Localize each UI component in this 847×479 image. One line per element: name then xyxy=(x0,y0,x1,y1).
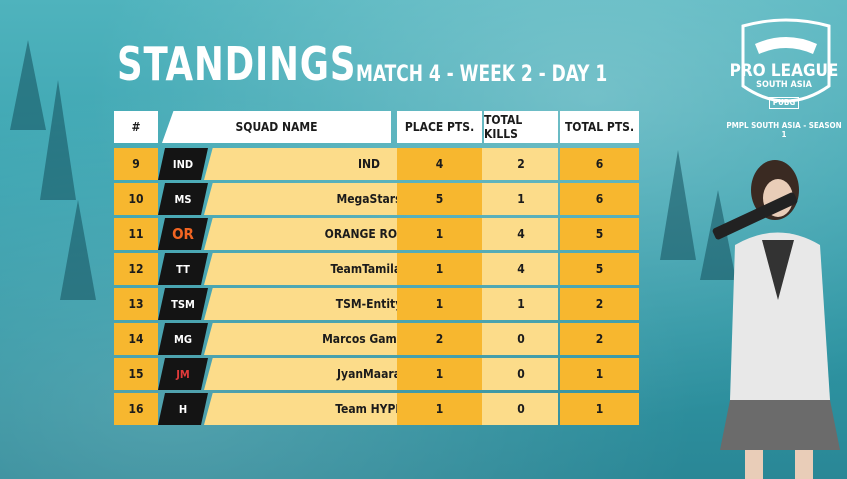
total-kills-cell: 1 xyxy=(484,183,558,215)
table-row: 12 TeamTamilas TT 1 4 5 xyxy=(114,253,639,285)
rank-cell: 11 xyxy=(114,218,158,250)
character-illustration xyxy=(712,160,840,479)
table-row: 13 TSM-Entity TSM 1 1 2 xyxy=(114,288,639,320)
squad-name: IND xyxy=(357,157,380,171)
place-points-cell: 5 xyxy=(397,183,482,215)
squad-name: TeamTamilas xyxy=(330,262,408,276)
table-header: # SQUAD NAME PLACE PTS. TOTAL KILLS TOTA… xyxy=(114,111,639,143)
total-points-cell: 1 xyxy=(560,358,639,390)
team-logo-text: H xyxy=(178,402,188,416)
place-points-cell: 1 xyxy=(397,358,482,390)
place-points-cell: 1 xyxy=(397,218,482,250)
place-points-cell: 1 xyxy=(397,288,482,320)
team-logo: H xyxy=(158,393,208,425)
place-points-cell: 4 xyxy=(397,148,482,180)
table-row: 16 Team HYPE H 1 0 1 xyxy=(114,393,639,425)
column-header-total: TOTAL PTS. xyxy=(560,111,639,143)
team-logo: OR xyxy=(158,218,208,250)
place-points-cell: 1 xyxy=(397,253,482,285)
page-subtitle: MATCH 4 - WEEK 2 - DAY 1 xyxy=(356,62,608,87)
team-logo-text: JM xyxy=(176,367,190,381)
total-kills-cell: 2 xyxy=(484,148,558,180)
column-header-rank: # xyxy=(114,111,158,143)
rank-cell: 14 xyxy=(114,323,158,355)
rank-cell: 16 xyxy=(114,393,158,425)
total-kills-cell: 0 xyxy=(484,358,558,390)
column-header-kills: TOTAL KILLS xyxy=(484,111,558,143)
total-kills-cell: 0 xyxy=(484,323,558,355)
standings-table: # SQUAD NAME PLACE PTS. TOTAL KILLS TOTA… xyxy=(114,111,639,428)
team-logo-text: TSM xyxy=(171,297,195,311)
league-branding: PRO LEAGUE SOUTH ASIA PUBG xyxy=(724,62,844,109)
squad-name: Team HYPE xyxy=(335,402,403,416)
squad-name: MegaStars xyxy=(336,192,402,206)
tree-decoration xyxy=(60,200,96,300)
table-row: 14 Marcos Gaming MG 2 0 2 xyxy=(114,323,639,355)
tree-decoration xyxy=(40,80,76,200)
total-points-cell: 5 xyxy=(560,253,639,285)
column-header-place: PLACE PTS. xyxy=(397,111,482,143)
league-region-text: SOUTH ASIA xyxy=(756,80,812,90)
total-points-cell: 2 xyxy=(560,288,639,320)
total-points-cell: 1 xyxy=(560,393,639,425)
squad-name: JyanMaara xyxy=(337,367,401,381)
league-season-text: PMPL SOUTH ASIA - SEASON 1 xyxy=(726,121,842,139)
team-logo: MG xyxy=(158,323,208,355)
column-header-squad: SQUAD NAME xyxy=(162,111,391,143)
team-logo-text: TT xyxy=(176,262,190,276)
page-title: STANDINGS xyxy=(117,37,357,91)
squad-name: ORANGE ROCK xyxy=(324,227,414,241)
place-points-cell: 1 xyxy=(397,393,482,425)
pro-league-shield-icon xyxy=(741,18,831,103)
team-logo: IND xyxy=(158,148,208,180)
rank-cell: 10 xyxy=(114,183,158,215)
total-kills-cell: 4 xyxy=(484,218,558,250)
table-row: 15 JyanMaara JM 1 0 1 xyxy=(114,358,639,390)
tree-decoration xyxy=(660,150,696,260)
rank-cell: 9 xyxy=(114,148,158,180)
total-kills-cell: 0 xyxy=(484,393,558,425)
table-row: 11 ORANGE ROCK OR 1 4 5 xyxy=(114,218,639,250)
table-row: 9 IND IND 4 2 6 xyxy=(114,148,639,180)
table-row: 10 MegaStars MS 5 1 6 xyxy=(114,183,639,215)
total-kills-cell: 1 xyxy=(484,288,558,320)
total-points-cell: 2 xyxy=(560,323,639,355)
team-logo-text: IND xyxy=(172,157,194,171)
squad-name: TSM-Entity xyxy=(335,297,403,311)
rank-cell: 13 xyxy=(114,288,158,320)
team-logo: TT xyxy=(158,253,208,285)
team-logo: MS xyxy=(158,183,208,215)
league-badge: PUBG xyxy=(768,97,800,109)
team-logo: TSM xyxy=(158,288,208,320)
place-points-cell: 2 xyxy=(397,323,482,355)
league-main-text: PRO LEAGUE xyxy=(729,61,839,81)
total-points-cell: 6 xyxy=(560,183,639,215)
team-logo-text: OR xyxy=(172,225,194,243)
team-logo-text: MG xyxy=(174,332,192,346)
team-logo-text: MS xyxy=(174,192,192,206)
rank-cell: 15 xyxy=(114,358,158,390)
total-kills-cell: 4 xyxy=(484,253,558,285)
total-points-cell: 5 xyxy=(560,218,639,250)
squad-name: Marcos Gaming xyxy=(322,332,416,346)
team-logo: JM xyxy=(158,358,208,390)
rank-cell: 12 xyxy=(114,253,158,285)
total-points-cell: 6 xyxy=(560,148,639,180)
